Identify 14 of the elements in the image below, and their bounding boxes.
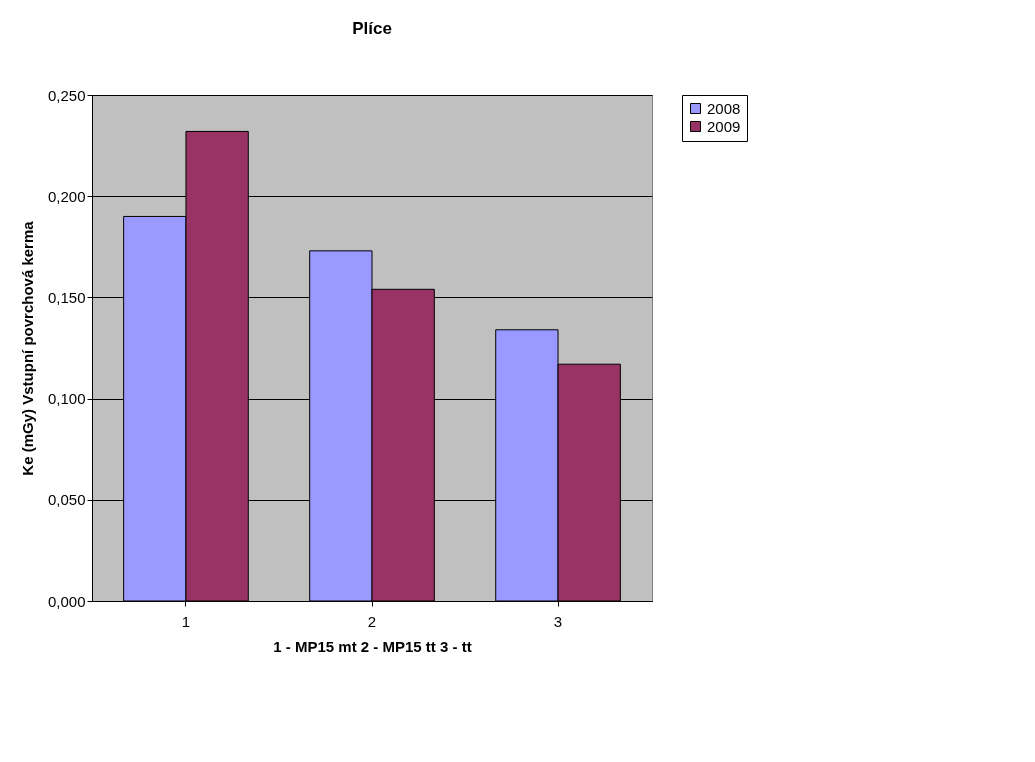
- y-tick-label: 0,250: [47, 86, 86, 104]
- y-tick-label: 0,050: [47, 491, 86, 509]
- x-tick-label: 1: [181, 612, 191, 630]
- x-tick-label: 2: [367, 612, 377, 630]
- y-tick-label: 0,100: [47, 390, 86, 408]
- x-axis-title: 1 - MP15 mt 2 - MP15 tt 3 - tt: [273, 637, 472, 655]
- y-tick-label: 0,000: [47, 592, 86, 610]
- chart-title: Plíce: [352, 19, 392, 38]
- y-axis-title: Ke (mGy) Vstupní povrchová kerma: [18, 220, 36, 476]
- legend-label: 2008: [707, 99, 741, 117]
- y-tick-label: 0,200: [47, 187, 86, 205]
- y-tick-label: 0,150: [47, 288, 86, 306]
- x-tick-label: 3: [553, 612, 563, 630]
- legend-label: 2009: [707, 117, 741, 135]
